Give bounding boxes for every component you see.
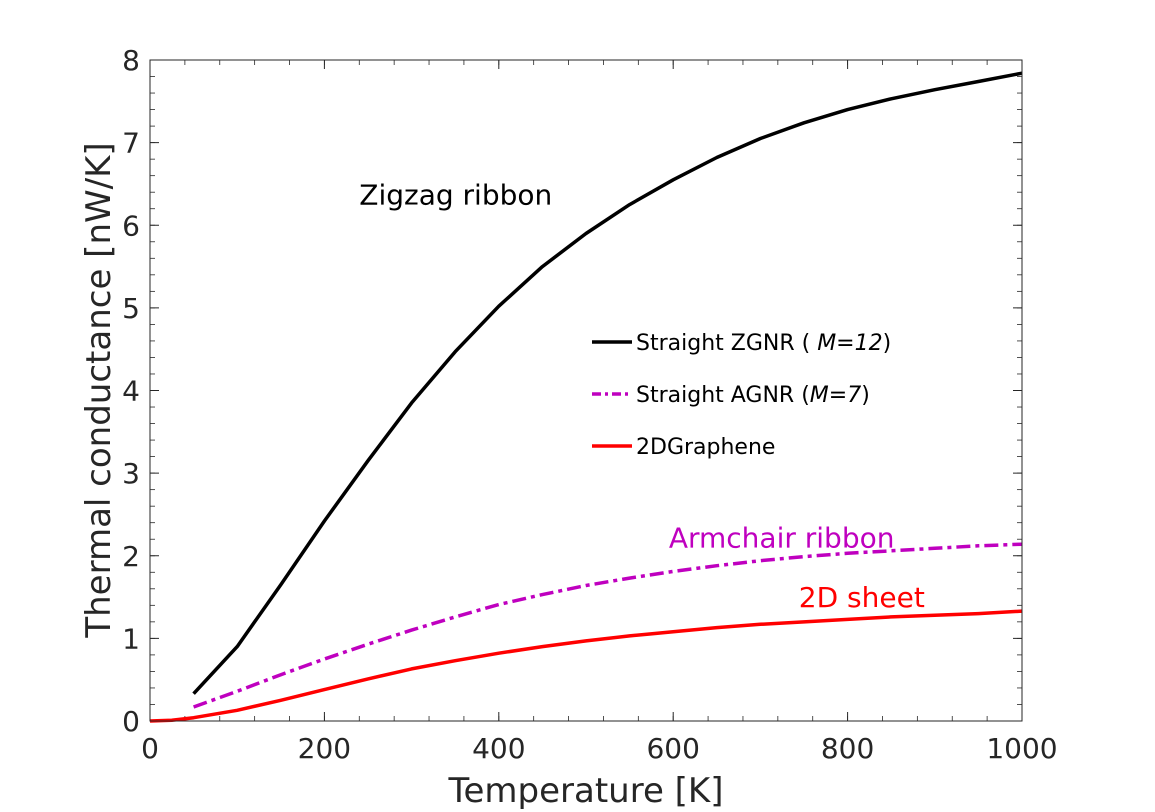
x-axis-label: Temperature [K] <box>447 771 723 811</box>
y-tick-label: 6 <box>122 209 140 242</box>
y-tick-label: 7 <box>122 127 140 160</box>
series-lines <box>149 71 1023 723</box>
y-tick-label: 2 <box>122 540 140 573</box>
series-line-3 <box>149 609 1023 723</box>
y-tick-label: 0 <box>122 705 140 738</box>
y-tick-label: 4 <box>122 375 140 408</box>
series-line-2 <box>193 542 1023 709</box>
annotation-3: 2D sheet <box>799 581 925 614</box>
series-line-1 <box>192 71 1023 695</box>
plot-frame <box>149 59 1023 722</box>
legend: Straight ZGNR ( M=12) Straight AGNR (M=7)… <box>592 331 891 460</box>
x-tick-label: 400 <box>472 732 525 765</box>
tick-labels: 0 200 400 600 800 1000 0 1 2 3 4 5 6 7 8 <box>122 44 1057 765</box>
x-tick-label: 200 <box>298 732 351 765</box>
annotation-1: Zigzag ribbon <box>359 179 552 212</box>
legend-label-1: Straight ZGNR ( M=12) <box>636 331 891 356</box>
plot-area <box>150 60 1022 721</box>
legend-label-2: Straight AGNR (M=7) <box>636 383 870 408</box>
x-tick-label: 0 <box>141 732 159 765</box>
y-tick-label: 8 <box>122 44 140 77</box>
x-tick-label: 600 <box>646 732 699 765</box>
annotations: Zigzag ribbon Armchair ribbon 2D sheet <box>359 179 925 614</box>
annotation-2: Armchair ribbon <box>669 521 895 554</box>
y-tick-label: 1 <box>122 622 140 655</box>
x-tick-label: 1000 <box>986 732 1057 765</box>
y-axis-label: Thermal conductance [nW/K] <box>79 142 119 638</box>
x-tick-label: 800 <box>821 732 874 765</box>
legend-label-3: 2DGraphene <box>636 435 775 460</box>
y-tick-label: 3 <box>122 457 140 490</box>
y-tick-label: 5 <box>122 292 140 325</box>
